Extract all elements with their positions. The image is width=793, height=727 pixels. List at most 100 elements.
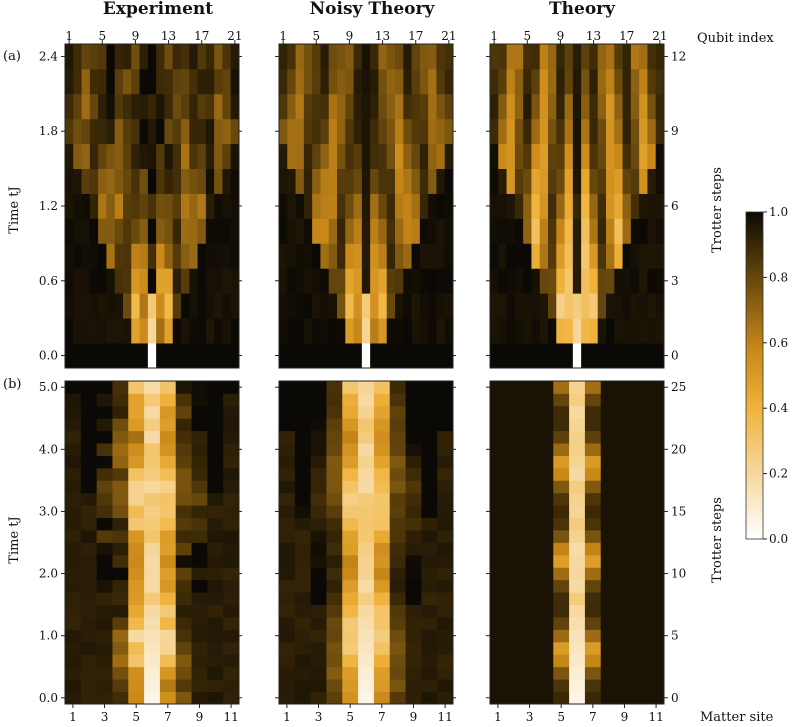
heatmap-cell bbox=[648, 617, 665, 630]
x-tick-label: 17 bbox=[619, 29, 634, 43]
heatmap-cell bbox=[181, 243, 190, 269]
heatmap-cell bbox=[361, 193, 371, 219]
heatmap-cell bbox=[139, 44, 149, 70]
heatmap-cell bbox=[295, 268, 305, 294]
heatmap-cell bbox=[632, 579, 649, 593]
heatmap-cell bbox=[648, 629, 665, 643]
heatmap-cell bbox=[411, 143, 421, 170]
heatmap-cell bbox=[556, 193, 565, 219]
x-tick-label: 3 bbox=[101, 710, 109, 724]
heatmap-cell bbox=[310, 492, 327, 506]
heatmap-cell bbox=[223, 381, 240, 394]
x-tick-label: 9 bbox=[196, 710, 204, 724]
heatmap-cell bbox=[222, 218, 232, 244]
heatmap-cell bbox=[622, 68, 632, 95]
heatmap-cell bbox=[114, 343, 124, 369]
heatmap-cell bbox=[65, 592, 82, 606]
heatmap-cell bbox=[606, 93, 615, 120]
heatmap-cell bbox=[506, 44, 516, 70]
heatmap-cell bbox=[553, 443, 570, 456]
heatmap-cell bbox=[81, 293, 91, 319]
heatmap-cell bbox=[207, 629, 224, 643]
heatmap-cell bbox=[556, 218, 565, 244]
x-tick-label: 1 bbox=[490, 29, 498, 43]
heatmap-cell bbox=[112, 443, 129, 456]
heatmap-cell bbox=[207, 467, 224, 481]
heatmap-cell bbox=[96, 418, 113, 432]
heatmap-cell bbox=[156, 243, 165, 269]
heatmap-cell bbox=[279, 268, 288, 294]
heatmap-cell bbox=[514, 243, 524, 269]
heatmap-cell bbox=[80, 617, 98, 630]
heatmap-cell bbox=[139, 168, 149, 194]
x-tick-label: 9 bbox=[410, 710, 418, 724]
heatmap-cell bbox=[395, 44, 404, 70]
heatmap-cell bbox=[156, 93, 165, 120]
heatmap-cell bbox=[373, 629, 391, 643]
heatmap-cell bbox=[106, 343, 116, 369]
heatmap-cell bbox=[342, 405, 359, 419]
heatmap-cell bbox=[389, 381, 406, 394]
heatmap-cell bbox=[320, 168, 330, 194]
heatmap-cell bbox=[600, 381, 617, 394]
heatmap-cell bbox=[114, 218, 124, 244]
heatmap-cell bbox=[600, 393, 617, 407]
heatmap-cell bbox=[490, 93, 499, 120]
heatmap-cell bbox=[597, 118, 607, 145]
heatmap-cell bbox=[123, 68, 132, 95]
heatmap-cell bbox=[361, 44, 371, 70]
heatmap-cell bbox=[421, 381, 438, 394]
heatmap-cell bbox=[437, 480, 454, 494]
heatmap-cell bbox=[537, 530, 554, 543]
heatmap-cell bbox=[569, 542, 586, 556]
heatmap-cell bbox=[128, 480, 145, 494]
heatmap-cell bbox=[181, 343, 190, 369]
heatmap-cell bbox=[159, 455, 177, 469]
heatmap-cell bbox=[106, 143, 116, 170]
heatmap-cell bbox=[191, 629, 208, 643]
heatmap-cell bbox=[490, 44, 499, 70]
heatmap-cell bbox=[223, 517, 240, 531]
heatmap-cell bbox=[279, 530, 296, 543]
heatmap-cell bbox=[147, 93, 157, 120]
heatmap-cell bbox=[73, 68, 82, 95]
heatmap-cell bbox=[521, 604, 538, 618]
heatmap-cell bbox=[498, 68, 507, 95]
heatmap-cell bbox=[342, 617, 359, 630]
heatmap-cell bbox=[622, 44, 632, 70]
heatmap-cell bbox=[320, 143, 330, 170]
heatmap-cell bbox=[207, 393, 224, 407]
heatmap-cell bbox=[569, 617, 586, 630]
heatmap-cell bbox=[326, 567, 343, 581]
heatmap-cell bbox=[144, 567, 161, 581]
heatmap-cell bbox=[572, 293, 582, 319]
heatmap-cell bbox=[73, 343, 82, 369]
heatmap-cell bbox=[147, 218, 157, 244]
heatmap-cell bbox=[606, 168, 615, 194]
heatmap-cell bbox=[386, 318, 396, 344]
heatmap-cell bbox=[444, 118, 454, 145]
heatmap-cell bbox=[616, 405, 633, 419]
y-tick-label: 0.0 bbox=[39, 691, 58, 705]
heatmap-cell bbox=[320, 93, 330, 120]
x-tick-label: 17 bbox=[408, 29, 423, 43]
heatmap-cell bbox=[361, 118, 371, 145]
heatmap-cell bbox=[370, 93, 379, 120]
heatmap-cell bbox=[144, 492, 161, 506]
heatmap-cell bbox=[531, 268, 541, 294]
heatmap-cell bbox=[156, 193, 165, 219]
heatmap-cell bbox=[197, 68, 207, 95]
heatmap-cell bbox=[337, 193, 346, 219]
heatmap-cell bbox=[214, 193, 223, 219]
heatmap-cell bbox=[303, 44, 313, 70]
heatmap-cell bbox=[597, 343, 607, 369]
heatmap-cell bbox=[114, 44, 124, 70]
heatmap-cell bbox=[123, 293, 132, 319]
heatmap-cell bbox=[279, 617, 296, 630]
heatmap-cell bbox=[80, 629, 98, 643]
heatmap-cell bbox=[632, 443, 649, 456]
heatmap-cell bbox=[589, 168, 599, 194]
heatmap-cell bbox=[537, 666, 554, 680]
heatmap-cell bbox=[73, 193, 82, 219]
heatmap-cell bbox=[144, 405, 161, 419]
